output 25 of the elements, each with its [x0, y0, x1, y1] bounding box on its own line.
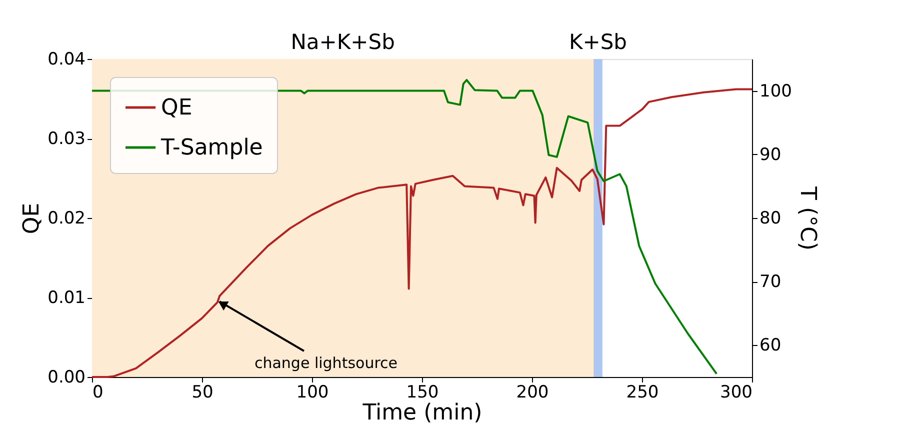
- legend-label: QE: [161, 96, 192, 120]
- x-tick-label: 250: [626, 382, 659, 402]
- x-tick-label: 50: [192, 382, 214, 402]
- x-tick-label: 200: [516, 382, 549, 402]
- y-tick-label: 0.04: [48, 50, 86, 70]
- x-axis-title: Time (min): [362, 400, 482, 426]
- y2-axis-title: T (°C): [794, 186, 820, 250]
- y2-tick-label: 90: [760, 144, 782, 165]
- y2-tick-label: 100: [760, 81, 792, 102]
- y-axis-title: QE: [20, 202, 45, 234]
- y-tick-label: 0.02: [48, 208, 86, 228]
- y2-tick-label: 60: [760, 336, 782, 356]
- x-tick-label: 300: [720, 382, 752, 402]
- legend-label: T-Sample: [160, 136, 263, 160]
- band-label: K+Sb: [568, 30, 628, 54]
- y-tick-label: 0.00: [48, 368, 86, 388]
- y2-tick-label: 80: [760, 208, 782, 228]
- y-tick-label: 0.01: [48, 288, 86, 308]
- y2-tick-label: 70: [760, 272, 782, 292]
- x-tick-label: 0: [92, 382, 104, 402]
- x-tick-label: 150: [406, 382, 439, 402]
- x-tick-label: 100: [296, 382, 329, 402]
- band-label: Na+K+Sb: [290, 30, 395, 54]
- annotation: change lightsource: [254, 354, 398, 372]
- y-tick-label: 0.03: [48, 129, 86, 149]
